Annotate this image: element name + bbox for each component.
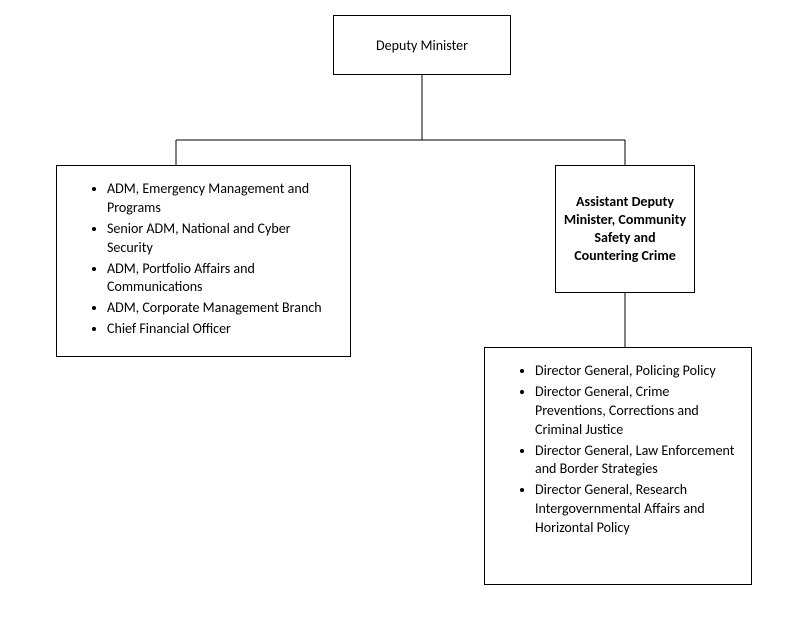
node-deputy-minister-label: Deputy Minister <box>376 37 468 54</box>
list-item: Chief Financial Officer <box>107 320 338 339</box>
list-item: Director General, Policing Policy <box>535 362 739 381</box>
list-item: ADM, Portfolio Affairs and Communication… <box>107 260 338 298</box>
node-adm-community-safety: Assistant Deputy Minister, Community Saf… <box>555 165 695 293</box>
list-item: Senior ADM, National and Cyber Security <box>107 220 338 258</box>
left-reports-list: ADM, Emergency Management and Programs S… <box>57 180 338 339</box>
right-reports-list: Director General, Policing Policy Direct… <box>485 362 739 538</box>
list-item: ADM, Corporate Management Branch <box>107 299 338 318</box>
node-left-reports: ADM, Emergency Management and Programs S… <box>56 165 351 357</box>
node-deputy-minister: Deputy Minister <box>333 15 511 75</box>
node-right-reports: Director General, Policing Policy Direct… <box>484 347 752 585</box>
list-item: ADM, Emergency Management and Programs <box>107 180 338 218</box>
list-item: Director General, Law Enforcement and Bo… <box>535 442 739 480</box>
list-item: Director General, Research Intergovernme… <box>535 481 739 538</box>
node-adm-community-safety-label: Assistant Deputy Minister, Community Saf… <box>562 193 688 266</box>
list-item: Director General, Crime Preventions, Cor… <box>535 383 739 440</box>
